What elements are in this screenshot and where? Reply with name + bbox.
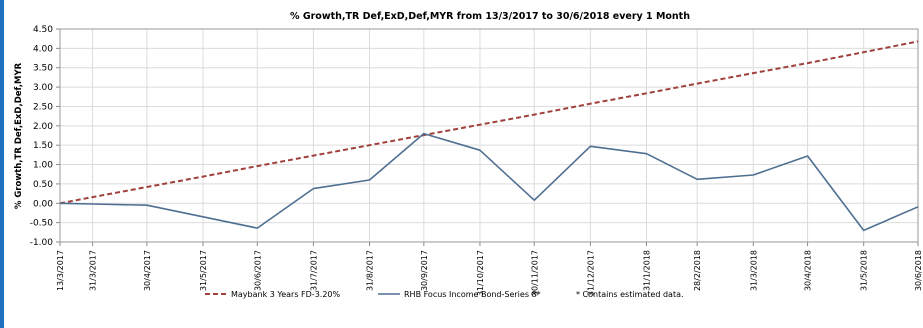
legend-label-1: Maybank 3 Years FD-3.20% [231, 290, 341, 299]
x-tick-label: 30/4/2018 [804, 250, 813, 291]
series-line-2 [59, 132, 919, 232]
footnote: * Contains estimated data. [576, 290, 684, 299]
x-tick-label: 31/12/2017 [586, 250, 595, 296]
x-tick-label: 31/5/2017 [199, 250, 208, 291]
x-tick-label: 28/2/2018 [693, 250, 702, 291]
x-tick-label: 30/11/2017 [530, 250, 539, 296]
y-tick-label: 1.50 [33, 141, 53, 151]
chart-title: % Growth,TR Def,ExD,Def,MYR from 13/3/20… [290, 11, 690, 22]
plot-border [59, 28, 919, 243]
series-line-1 [59, 40, 919, 205]
y-tick-label: -0.50 [30, 219, 54, 229]
y-tick-label: 2.00 [33, 122, 53, 132]
x-tick-label: 31/5/2018 [860, 250, 869, 291]
y-tick-label: 0.00 [33, 199, 53, 209]
series-layer [59, 40, 919, 232]
y-axis-label: % Growth,TR Def,ExD,Def,MYR [14, 62, 24, 209]
left-accent-bar [0, 0, 4, 328]
x-tick-label: 30/6/2017 [253, 250, 262, 291]
x-tick-label: 31/8/2017 [366, 250, 375, 291]
legend-label-2: RHB Focus Income Bond-Series 8* [404, 290, 541, 299]
y-tick-label: 2.50 [33, 102, 53, 112]
x-tick-label: 13/3/2017 [56, 250, 65, 291]
y-tick-label: 1.00 [33, 161, 53, 171]
x-tick-label: 31/3/2018 [749, 250, 758, 291]
x-tick-label: 30/6/2018 [914, 250, 923, 291]
axis-layer: 4.50 4.00 3.50 3.00 2.50 2.00 1.50 1.00 0.50 0.00… [30, 25, 923, 296]
x-tick-label: 31/3/2017 [89, 250, 98, 291]
x-tick-label: 31/10/2017 [476, 250, 485, 296]
y-tick-label: -1.00 [30, 238, 54, 248]
y-tick-label: 3.00 [33, 83, 53, 93]
y-tick-label: 3.50 [33, 64, 53, 74]
legend: Maybank 3 Years FD-3.20% RHB Focus Income… [205, 290, 684, 299]
y-tick-label: 4.50 [33, 25, 53, 35]
x-tick-label: 30/9/2017 [420, 250, 429, 291]
x-tick-label: 31/1/2018 [642, 250, 651, 291]
x-tick-label: 31/7/2017 [309, 250, 318, 291]
x-tick-label: 30/4/2017 [143, 250, 152, 291]
y-tick-label: 4.00 [33, 44, 53, 54]
grid-layer [60, 28, 919, 243]
y-tick-label: 0.50 [33, 180, 53, 190]
